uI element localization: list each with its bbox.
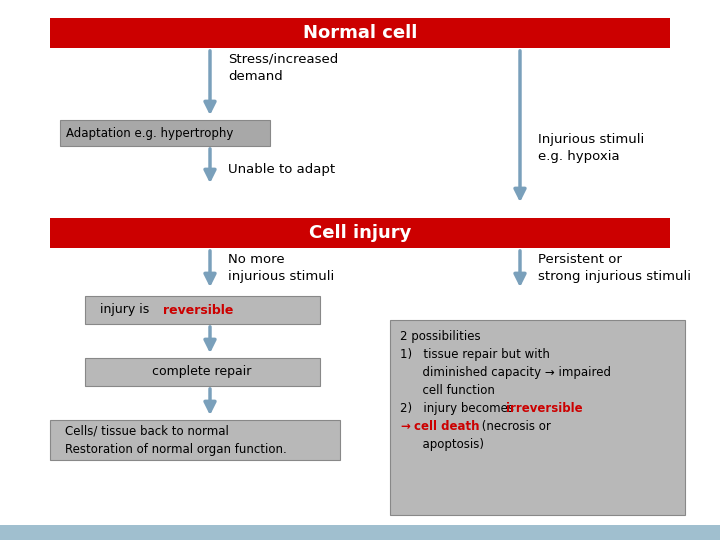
Text: Unable to adapt: Unable to adapt (228, 164, 335, 177)
FancyBboxPatch shape (85, 296, 320, 324)
Text: Cell injury: Cell injury (309, 224, 411, 242)
Text: Persistent or
strong injurious stimuli: Persistent or strong injurious stimuli (538, 253, 691, 283)
Text: apoptosis): apoptosis) (400, 438, 484, 451)
Text: →: → (400, 420, 410, 433)
Text: cell death: cell death (414, 420, 480, 433)
Text: reversible: reversible (163, 303, 233, 316)
Text: Cells/ tissue back to normal
Restoration of normal organ function.: Cells/ tissue back to normal Restoration… (65, 424, 287, 456)
FancyBboxPatch shape (60, 120, 270, 146)
Text: (necrosis or: (necrosis or (478, 420, 551, 433)
Text: 2)   injury becomes: 2) injury becomes (400, 402, 518, 415)
Text: 2 possibilities: 2 possibilities (400, 330, 481, 343)
Text: diminished capacity → impaired: diminished capacity → impaired (400, 366, 611, 379)
Text: No more
injurious stimuli: No more injurious stimuli (228, 253, 334, 283)
Text: Normal cell: Normal cell (303, 24, 417, 42)
FancyBboxPatch shape (85, 358, 320, 386)
Text: Injurious stimuli
e.g. hypoxia: Injurious stimuli e.g. hypoxia (538, 133, 644, 163)
FancyBboxPatch shape (390, 320, 685, 515)
FancyBboxPatch shape (50, 18, 670, 48)
Text: Stress/increased
demand: Stress/increased demand (228, 53, 338, 83)
Text: irreversible: irreversible (506, 402, 582, 415)
FancyBboxPatch shape (0, 525, 720, 540)
FancyBboxPatch shape (50, 218, 670, 248)
Text: Adaptation e.g. hypertrophy: Adaptation e.g. hypertrophy (66, 126, 233, 139)
Text: injury is: injury is (100, 303, 153, 316)
Text: 1)   tissue repair but with: 1) tissue repair but with (400, 348, 550, 361)
Text: cell function: cell function (400, 384, 495, 397)
FancyBboxPatch shape (50, 420, 340, 460)
Text: complete repair: complete repair (153, 366, 252, 379)
